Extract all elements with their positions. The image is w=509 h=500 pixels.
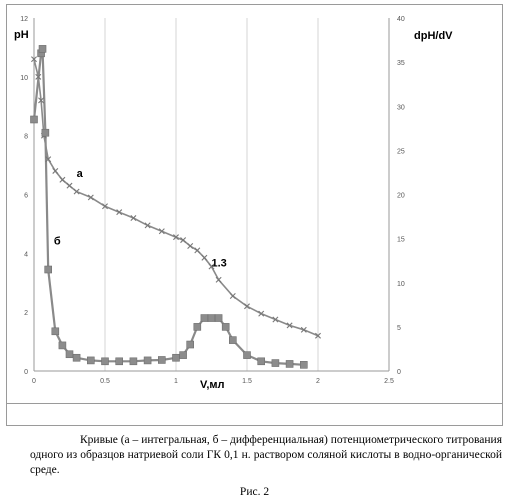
data-point-square <box>130 358 137 365</box>
data-point-cross <box>216 277 221 282</box>
data-point-cross <box>230 293 235 298</box>
x-tick-label: 0 <box>32 378 36 385</box>
data-point-square <box>258 358 265 365</box>
y-left-tick-label: 0 <box>24 369 28 376</box>
annotation-curve-a: а <box>77 168 84 180</box>
y-right-tick-label: 25 <box>397 148 405 155</box>
data-point-square <box>194 323 201 330</box>
data-point-square <box>272 360 279 367</box>
data-point-cross <box>188 243 193 248</box>
data-point-square <box>39 45 46 52</box>
data-point-square <box>187 341 194 348</box>
data-point-square <box>158 356 165 363</box>
data-point-square <box>73 354 80 361</box>
annotation-equivalence-point: 1.3 <box>212 258 227 270</box>
y-right-tick-label: 5 <box>397 325 401 332</box>
chart: 00.511.522.50246810120510152025303540 pH… <box>0 0 509 430</box>
data-point-cross <box>202 255 207 260</box>
tick-labels: 00.511.522.50246810120510152025303540 <box>20 16 405 385</box>
y-right-tick-label: 15 <box>397 237 405 244</box>
data-point-square <box>286 360 293 367</box>
x-axis-label: V,мл <box>200 379 225 391</box>
y-right-axis-label: dpH/dV <box>414 30 453 42</box>
y-left-tick-label: 2 <box>24 310 28 317</box>
y-left-tick-label: 4 <box>24 251 28 258</box>
data-point-square <box>42 129 49 136</box>
data-point-square <box>45 266 52 273</box>
y-left-tick-label: 10 <box>20 75 28 82</box>
x-tick-label: 2.5 <box>384 378 394 385</box>
y-right-tick-label: 30 <box>397 104 405 111</box>
data-point-square <box>300 361 307 368</box>
data-point-square <box>173 354 180 361</box>
y-right-tick-label: 35 <box>397 60 405 67</box>
data-point-square <box>222 323 229 330</box>
grid <box>105 18 389 371</box>
data-point-square <box>52 328 59 335</box>
figure-number: Рис. 2 <box>0 486 509 498</box>
figure-caption: Кривые (а – интегральная, б – дифференци… <box>30 433 502 478</box>
y-left-tick-label: 8 <box>24 134 28 141</box>
y-right-tick-label: 20 <box>397 193 405 200</box>
x-tick-label: 2 <box>316 378 320 385</box>
data-point-square <box>31 116 38 123</box>
data-point-square <box>244 352 251 359</box>
y-right-tick-label: 0 <box>397 369 401 376</box>
y-right-tick-label: 40 <box>397 16 405 23</box>
data-point-square <box>87 357 94 364</box>
data-point-cross <box>67 183 72 188</box>
data-point-cross <box>53 168 58 173</box>
x-tick-label: 0.5 <box>100 378 110 385</box>
data-point-square <box>59 342 66 349</box>
annotation-curve-b: б <box>54 236 61 248</box>
data-point-square <box>215 315 222 322</box>
data-point-square <box>102 358 109 365</box>
y-right-tick-label: 10 <box>397 281 405 288</box>
data-point-square <box>144 357 151 364</box>
y-left-axis-label: pH <box>14 29 29 41</box>
data-point-square <box>116 358 123 365</box>
data-point-square <box>66 351 73 358</box>
data-point-square <box>201 315 208 322</box>
y-left-tick-label: 12 <box>20 16 28 23</box>
series-line-1 <box>34 49 304 365</box>
x-tick-label: 1 <box>174 378 178 385</box>
x-tick-label: 1.5 <box>242 378 252 385</box>
data-point-square <box>229 337 236 344</box>
data-point-square <box>180 352 187 359</box>
data-point-square <box>208 315 215 322</box>
data-point-cross <box>195 248 200 253</box>
y-left-tick-label: 6 <box>24 193 28 200</box>
data-point-cross <box>60 177 65 182</box>
